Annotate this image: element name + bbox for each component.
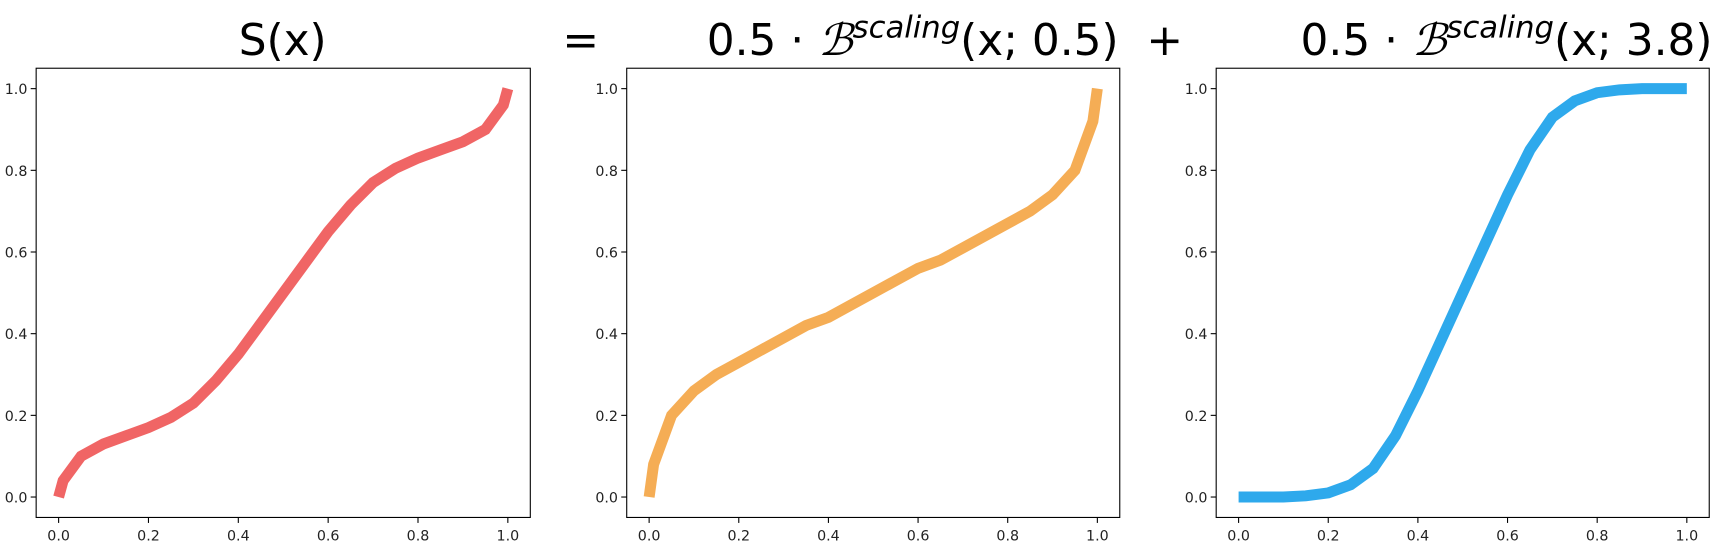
chart-title: 0.5 · ℬscaling(x; 3.8) xyxy=(1301,11,1713,67)
x-tick-label: 0.0 xyxy=(1227,528,1250,544)
title-coefficient: 0.5 · xyxy=(707,15,805,66)
y-tick-label: 0.6 xyxy=(1185,245,1208,261)
operator: + xyxy=(1146,15,1183,66)
x-tick-label: 1.0 xyxy=(1086,528,1109,544)
y-tick-label: 0.6 xyxy=(5,245,28,261)
y-tick-label: 1.0 xyxy=(5,82,28,98)
x-tick-label: 0.4 xyxy=(227,528,250,544)
y-tick-label: 0.0 xyxy=(5,491,28,507)
y-tick-label: 0.4 xyxy=(1185,327,1208,343)
y-tick-label: 0.8 xyxy=(5,164,28,180)
x-tick-label: 0.8 xyxy=(1586,528,1609,544)
y-tick-label: 1.0 xyxy=(595,82,618,98)
x-tick-label: 1.0 xyxy=(1676,528,1699,544)
data-line xyxy=(53,87,514,499)
y-tick-label: 0.2 xyxy=(1185,409,1208,425)
x-tick-label: 0.8 xyxy=(407,528,430,544)
x-tick-label: 0.2 xyxy=(1317,528,1340,544)
y-tick-label: 0.0 xyxy=(595,491,618,507)
y-tick-label: 0.4 xyxy=(595,327,618,343)
y-tick-label: 0.6 xyxy=(595,245,618,261)
y-tick-label: 0.4 xyxy=(5,327,28,343)
y-tick-label: 1.0 xyxy=(1185,82,1208,98)
title-symbol: ℬ xyxy=(818,15,856,66)
x-tick-label: 0.8 xyxy=(996,528,1019,544)
title-argument: (x; 3.8) xyxy=(1554,15,1712,66)
x-tick-label: 0.2 xyxy=(137,528,160,544)
x-tick-label: 0.4 xyxy=(817,528,840,544)
x-tick-label: 0.4 xyxy=(1407,528,1430,544)
title-coefficient: 0.5 · xyxy=(1301,15,1399,66)
x-tick-label: 0.0 xyxy=(638,528,661,544)
y-tick-label: 0.2 xyxy=(5,409,28,425)
title-symbol: ℬ xyxy=(1412,15,1450,66)
data-line xyxy=(643,87,1103,498)
title-argument: (x; 0.5) xyxy=(960,15,1118,66)
x-tick-label: 0.2 xyxy=(727,528,750,544)
title-superscript: scaling xyxy=(1446,11,1554,46)
y-tick-label: 0.2 xyxy=(595,409,618,425)
data-line xyxy=(1238,83,1687,503)
x-tick-label: 0.6 xyxy=(907,528,930,544)
chart-title: S(x) xyxy=(239,15,327,66)
y-tick-label: 0.0 xyxy=(1185,491,1208,507)
chart-title: 0.5 · ℬscaling(x; 0.5) xyxy=(707,11,1119,67)
y-tick-label: 0.8 xyxy=(1185,164,1208,180)
x-tick-label: 0.0 xyxy=(47,528,70,544)
x-tick-label: 1.0 xyxy=(497,528,520,544)
plot-area xyxy=(35,67,531,518)
operator: = xyxy=(562,15,599,66)
plot-area xyxy=(1215,67,1710,518)
x-tick-label: 0.6 xyxy=(1496,528,1519,544)
title-superscript: scaling xyxy=(853,11,961,46)
y-tick-label: 0.8 xyxy=(595,164,618,180)
plot-area xyxy=(626,67,1121,518)
x-tick-label: 0.6 xyxy=(317,528,340,544)
